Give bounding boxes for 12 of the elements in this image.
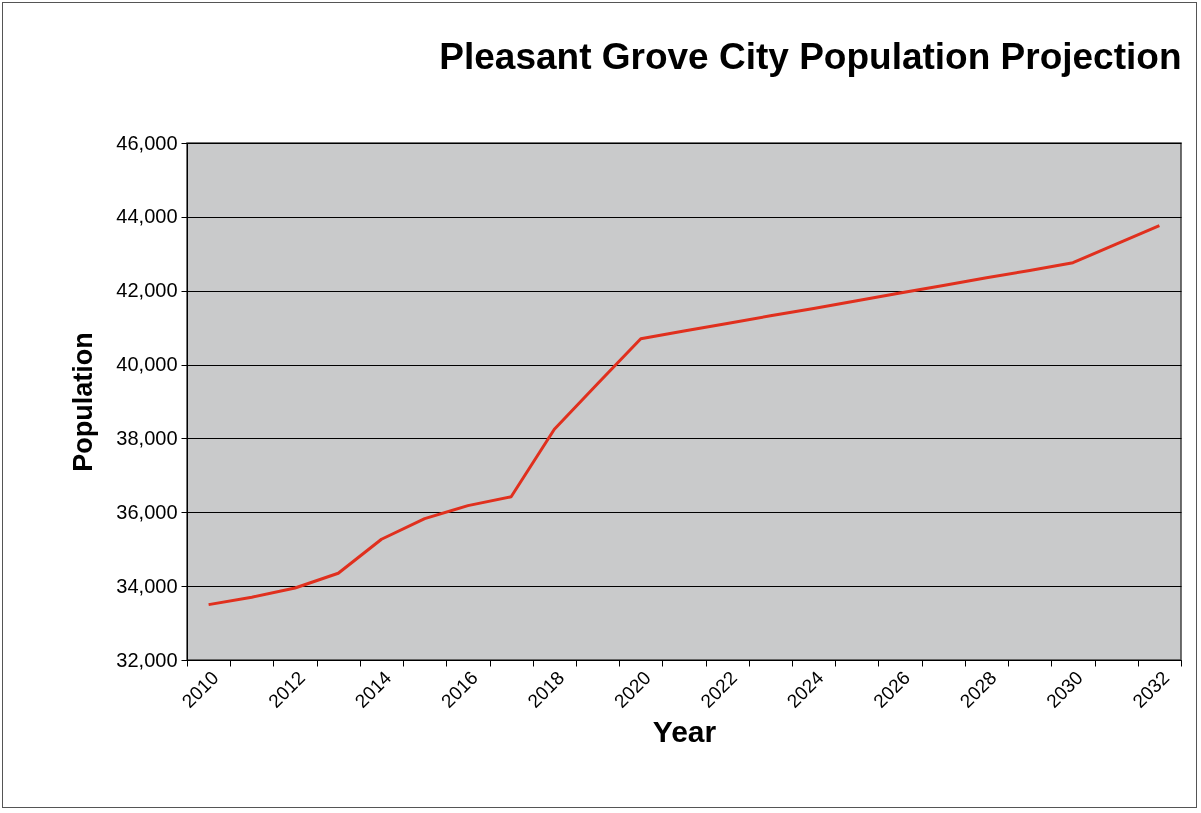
- x-axis-title: Year: [652, 714, 717, 748]
- chart-title: Pleasant Grove City Population Projection: [439, 36, 1182, 77]
- y-axis-title: Population: [68, 332, 99, 472]
- y-tick-label: 40,000: [116, 353, 178, 376]
- y-tick-label: 38,000: [116, 426, 178, 449]
- y-tick-label: 42,000: [116, 279, 178, 302]
- y-tick-label: 46,000: [116, 131, 178, 154]
- y-tick-label: 44,000: [116, 205, 178, 228]
- line-series: [207, 224, 1161, 607]
- y-tick-label: 32,000: [116, 648, 178, 671]
- y-tick-label: 36,000: [116, 500, 178, 523]
- y-tick-label: 34,000: [116, 574, 178, 597]
